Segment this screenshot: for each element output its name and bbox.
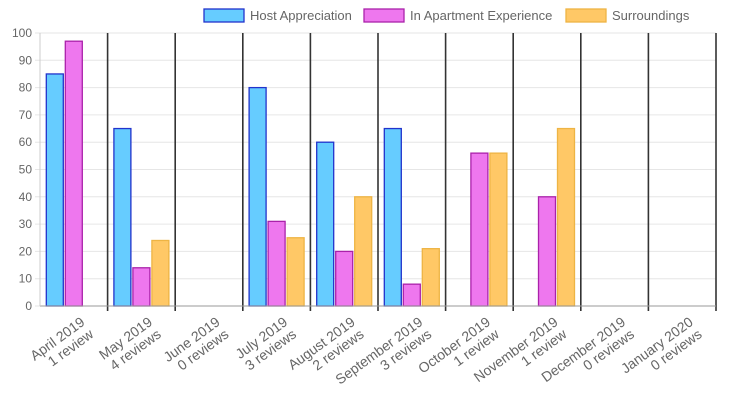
bar[interactable] bbox=[383, 127, 402, 307]
y-tick-label: 20 bbox=[19, 244, 33, 258]
y-tick-label: 70 bbox=[19, 108, 33, 122]
legend-swatch bbox=[363, 8, 405, 23]
bar[interactable] bbox=[421, 248, 440, 307]
bar[interactable] bbox=[132, 267, 151, 307]
category-separators bbox=[39, 33, 717, 311]
bar[interactable] bbox=[556, 127, 576, 307]
legend-item[interactable]: In Apartment Experience bbox=[363, 8, 552, 23]
y-axis-labels: 0 10 20 30 40 50 60 70 80 90 100 bbox=[12, 26, 32, 313]
bar[interactable] bbox=[113, 127, 132, 307]
legend-label: Host Appreciation bbox=[250, 8, 352, 23]
bar[interactable] bbox=[489, 152, 508, 307]
bar[interactable] bbox=[537, 196, 557, 307]
bar[interactable] bbox=[402, 283, 421, 307]
y-tick-label: 50 bbox=[19, 163, 33, 177]
legend-swatch bbox=[203, 8, 245, 23]
y-tick-label: 30 bbox=[19, 217, 33, 231]
legend-label: Surroundings bbox=[612, 8, 690, 23]
legend: Host Appreciation In Apartment Experience… bbox=[203, 8, 690, 23]
grid bbox=[35, 32, 716, 307]
bar[interactable] bbox=[267, 220, 286, 307]
bar[interactable] bbox=[64, 40, 83, 307]
bar[interactable] bbox=[248, 86, 267, 307]
bar[interactable] bbox=[45, 73, 64, 307]
legend-label: In Apartment Experience bbox=[410, 8, 552, 23]
y-tick-label: 0 bbox=[25, 299, 32, 313]
y-tick-label: 100 bbox=[12, 26, 32, 40]
y-tick-label: 80 bbox=[19, 81, 33, 95]
legend-item[interactable]: Surroundings bbox=[565, 8, 690, 23]
y-tick-label: 60 bbox=[19, 135, 33, 149]
y-tick-label: 10 bbox=[19, 272, 33, 286]
bar[interactable] bbox=[335, 250, 354, 307]
legend-item[interactable]: Host Appreciation bbox=[203, 8, 352, 23]
legend-swatch bbox=[565, 8, 607, 23]
bar[interactable] bbox=[151, 239, 170, 307]
bar[interactable] bbox=[316, 141, 335, 307]
bar[interactable] bbox=[286, 237, 305, 307]
y-tick-label: 40 bbox=[19, 190, 33, 204]
bar[interactable] bbox=[354, 196, 373, 307]
bar[interactable] bbox=[470, 152, 489, 307]
y-tick-label: 90 bbox=[19, 53, 33, 67]
